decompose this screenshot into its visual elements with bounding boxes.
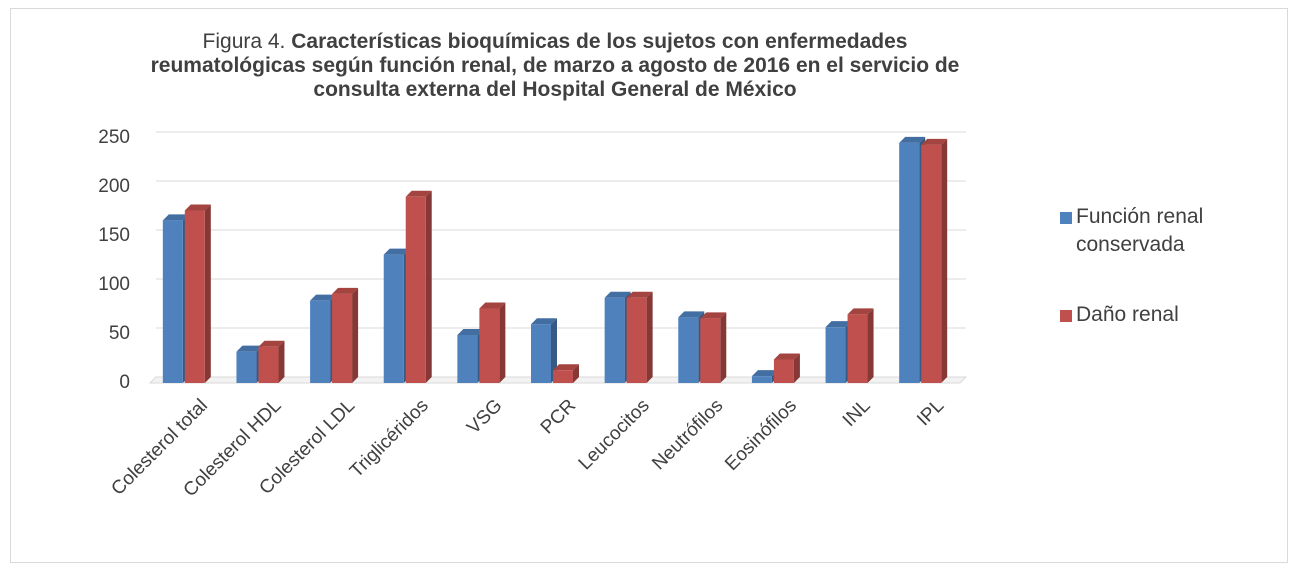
legend-swatch (1060, 212, 1072, 224)
bar (553, 370, 573, 383)
bar-top (773, 353, 800, 360)
bar-top (236, 345, 263, 352)
bar (236, 351, 257, 383)
x-tick-label: IPL (913, 395, 948, 430)
x-tick-label: Triglicéridos (346, 395, 433, 482)
bar-side (425, 190, 432, 383)
bar-side (352, 287, 359, 383)
bar (310, 300, 331, 383)
bar (479, 308, 500, 383)
bar-side (551, 318, 557, 383)
bar-top (479, 302, 506, 309)
bar (184, 210, 205, 383)
chart-title: Figura 4. Características bioquímicas de… (150, 30, 960, 102)
bar-top (700, 312, 727, 319)
bar (921, 144, 942, 383)
bar-side (204, 204, 211, 383)
bar-side (867, 308, 874, 383)
bar-top (921, 138, 948, 145)
y-tick-label: 0 (119, 372, 130, 393)
bar (825, 327, 846, 383)
bar (604, 297, 625, 383)
bar-top (162, 214, 189, 221)
bar-side (646, 291, 653, 383)
bar-top (332, 287, 359, 294)
bar-top (626, 291, 653, 298)
legend-swatch (1060, 310, 1072, 322)
bar-top (678, 311, 705, 318)
y-tick-label: 250 (98, 127, 130, 148)
bar-top (751, 370, 778, 377)
bar-top (847, 308, 874, 315)
x-tick-label: VSG (463, 395, 506, 438)
bar (773, 359, 794, 383)
x-tick-label: INL (839, 395, 875, 431)
bar (626, 297, 647, 383)
bar-side (499, 302, 506, 383)
bar-top (383, 248, 410, 255)
bar (678, 317, 699, 383)
legend-label: Función renal conservada (1076, 205, 1204, 256)
bar (332, 293, 353, 383)
bar (751, 376, 772, 383)
bar-top (184, 204, 211, 211)
bar (899, 142, 920, 383)
bar (531, 324, 551, 383)
bar-side (941, 138, 948, 383)
bar (457, 334, 478, 383)
bar-side (720, 312, 727, 383)
bar-top (310, 294, 337, 301)
legend-label: Daño renal (1076, 303, 1179, 326)
title-text: Características bioquímicas de los sujet… (150, 30, 960, 101)
x-tick-label: Leucocitos (575, 395, 654, 474)
bar-top (553, 364, 579, 371)
chart-frame (10, 8, 1288, 563)
y-tick-label: 150 (98, 225, 130, 246)
bar-top (258, 340, 285, 347)
bar (847, 314, 868, 383)
title-label: Figura 4. (202, 30, 286, 53)
bar-side (278, 340, 285, 383)
x-tick-label: PCR (537, 395, 580, 438)
bar (162, 220, 183, 383)
bar-top (604, 291, 631, 298)
bar (405, 196, 426, 383)
bar-side (793, 353, 800, 383)
x-tick-label: Neutrófilos (648, 395, 727, 474)
y-tick-label: 100 (98, 274, 130, 295)
bar (383, 254, 404, 383)
bar-top (899, 136, 926, 143)
y-tick-label: 200 (98, 176, 130, 197)
bar (258, 346, 279, 383)
bar-top (825, 321, 852, 328)
bar-side (573, 364, 579, 383)
bar-top (405, 190, 432, 197)
bar-top (531, 318, 557, 325)
y-tick-label: 50 (109, 323, 130, 344)
x-tick-label: Eosinófilos (721, 395, 801, 475)
bar-top (457, 328, 484, 335)
bar (700, 318, 721, 383)
